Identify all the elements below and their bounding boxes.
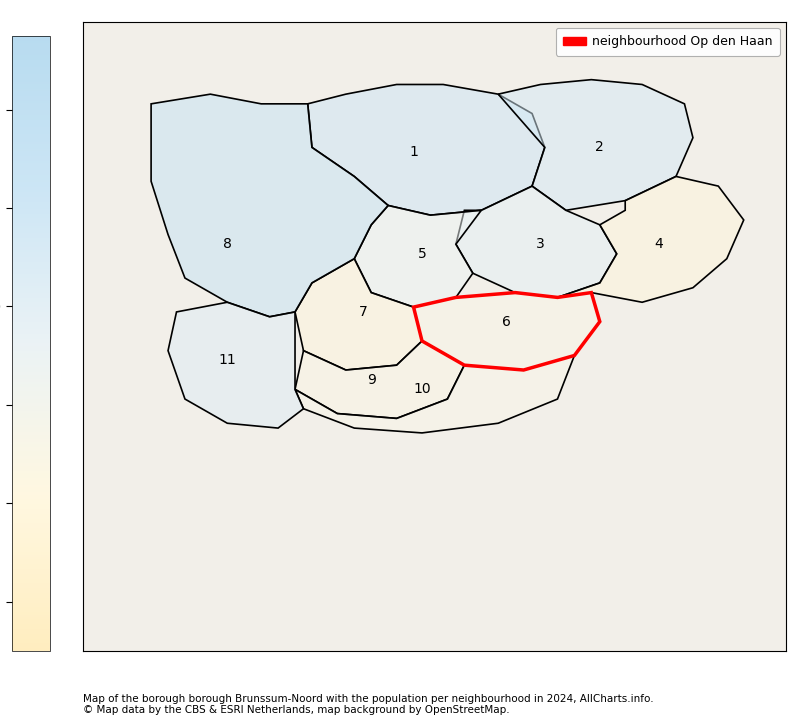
Polygon shape [295,259,422,370]
Text: 8: 8 [223,237,232,251]
Polygon shape [557,176,744,302]
Polygon shape [151,94,388,317]
Text: 3: 3 [536,237,545,251]
Text: 4: 4 [655,237,664,251]
Text: 2: 2 [596,140,604,155]
Polygon shape [295,341,464,418]
Text: 9: 9 [367,372,376,387]
Polygon shape [414,293,599,370]
Text: 11: 11 [218,353,236,367]
Polygon shape [295,355,574,433]
Polygon shape [354,206,481,307]
Text: 10: 10 [413,383,431,396]
Polygon shape [498,80,693,211]
Text: Map of the borough borough Brunssum-Noord with the population per neighbourhood : Map of the borough borough Brunssum-Noor… [83,694,654,715]
Text: 6: 6 [503,315,511,329]
Text: 1: 1 [409,145,418,159]
Legend: neighbourhood Op den Haan: neighbourhood Op den Haan [556,28,780,56]
Polygon shape [308,84,545,215]
Polygon shape [456,186,617,298]
Text: 7: 7 [358,305,367,319]
Polygon shape [168,302,303,428]
Text: 5: 5 [418,247,426,261]
